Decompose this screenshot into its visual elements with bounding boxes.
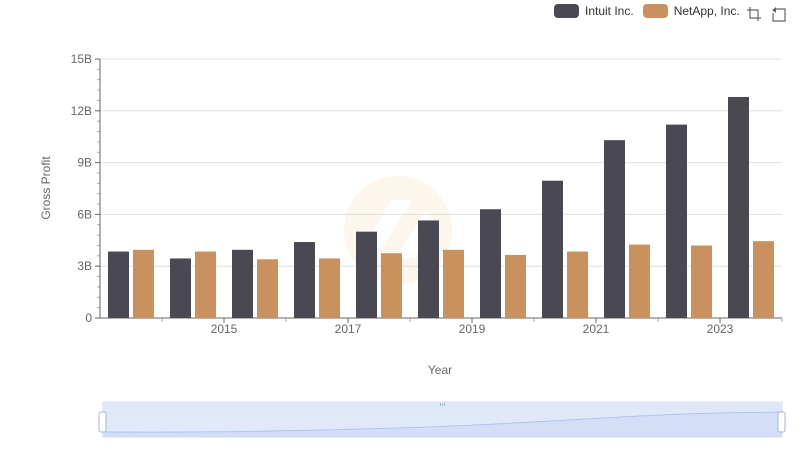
- y-tick-label: 0: [85, 311, 92, 325]
- x-tick-label: 2023: [707, 322, 734, 336]
- bar-intuit-2021[interactable]: [542, 180, 563, 318]
- y-tick-label: 15B: [71, 52, 92, 66]
- y-tick-label: 9B: [77, 156, 92, 170]
- zoom-icon[interactable]: [746, 6, 762, 22]
- legend-label-intuit: Intuit Inc.: [585, 4, 634, 18]
- legend-label-netapp: NetApp, Inc.: [673, 4, 740, 18]
- bar-intuit-2019[interactable]: [418, 220, 439, 318]
- data-zoom-left-handle[interactable]: [98, 411, 107, 433]
- y-tick-label: 6B: [77, 207, 92, 221]
- bar-netapp-2014[interactable]: [133, 249, 154, 318]
- x-axis-label: Year: [428, 363, 452, 377]
- x-tick-label: 2021: [583, 322, 610, 336]
- bar-netapp-2023[interactable]: [691, 245, 712, 318]
- legend-item-intuit[interactable]: Intuit Inc.: [554, 4, 634, 18]
- bar-intuit-2024[interactable]: [728, 96, 749, 318]
- chart-toolbox: [746, 6, 787, 22]
- y-axis: 0 3B 6B 9B 12B 15B: [71, 52, 101, 325]
- data-zoom-grip-icon[interactable]: [440, 403, 445, 406]
- bar-netapp-2016[interactable]: [257, 259, 278, 318]
- y-axis-label: Gross Profit: [39, 156, 53, 220]
- bar-netapp-2022[interactable]: [629, 244, 650, 318]
- bar-intuit-2022[interactable]: [604, 140, 625, 318]
- bar-netapp-2020[interactable]: [505, 254, 526, 318]
- bar-netapp-2015[interactable]: [195, 251, 216, 318]
- bar-netapp-2017[interactable]: [319, 258, 340, 318]
- restore-icon[interactable]: [771, 6, 787, 22]
- bar-intuit-2014[interactable]: [108, 251, 129, 318]
- data-zoom-preview-area: [104, 412, 781, 437]
- bar-intuit-2023[interactable]: [666, 124, 687, 318]
- bar-intuit-2017[interactable]: [294, 242, 315, 318]
- y-tick-label: 12B: [71, 104, 92, 118]
- x-tick-label: 2017: [335, 322, 362, 336]
- bar-intuit-2018[interactable]: [356, 231, 377, 318]
- x-axis: 2015 2017 2019 2021 2023: [100, 317, 783, 336]
- legend-swatch-intuit: [554, 4, 579, 18]
- bar-intuit-2016[interactable]: [232, 249, 253, 318]
- bar-intuit-2020[interactable]: [480, 209, 501, 318]
- chart-legend: Intuit Inc. NetApp, Inc.: [554, 4, 749, 18]
- legend-swatch-netapp: [642, 4, 668, 18]
- bars: [108, 96, 774, 318]
- bar-intuit-2015[interactable]: [170, 258, 191, 318]
- data-zoom-right-handle[interactable]: [777, 411, 786, 433]
- data-zoom-slider[interactable]: [98, 401, 786, 438]
- x-tick-label: 2015: [211, 322, 238, 336]
- y-tick-label: 3B: [77, 259, 92, 273]
- bar-netapp-2024[interactable]: [753, 241, 774, 318]
- bar-netapp-2021[interactable]: [567, 251, 588, 318]
- bar-netapp-2018[interactable]: [381, 253, 402, 318]
- bar-netapp-2019[interactable]: [443, 249, 464, 318]
- legend-item-netapp[interactable]: NetApp, Inc.: [642, 4, 740, 18]
- x-tick-label: 2019: [459, 322, 486, 336]
